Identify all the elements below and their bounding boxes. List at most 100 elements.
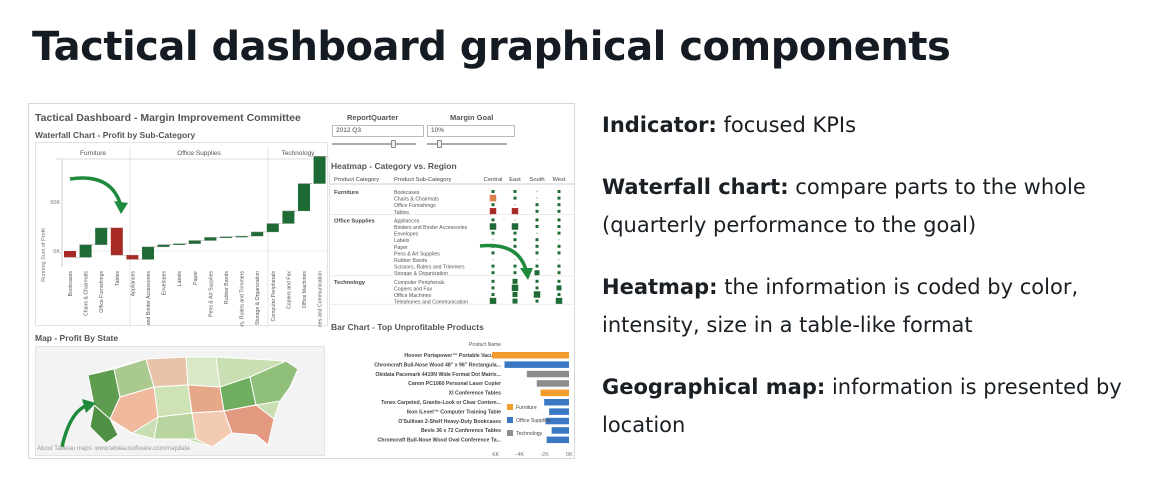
waterfall-category-label: Telephones and Communication: [318, 271, 324, 327]
waterfall-bar: [64, 251, 76, 258]
waterfall-category-label: Bookcases: [68, 271, 74, 297]
heatmap-cell: [491, 231, 495, 235]
term-waterfall: Waterfall chart:: [602, 175, 789, 199]
heatmap-cell: [558, 238, 560, 241]
heatmap-subcategory-label: Bookcases: [394, 190, 420, 196]
waterfall-bar: [266, 223, 279, 232]
heatmap-cell: [491, 190, 495, 193]
heatmap-cell: [556, 285, 562, 291]
waterfall-category-label: Paper: [193, 271, 199, 285]
heatmap-subcategory-label: Storage & Organization: [394, 271, 448, 277]
waterfall-category-label: Storage & Organization: [255, 271, 261, 325]
heatmap-cell: [511, 284, 519, 292]
bar-mark: [545, 417, 569, 425]
waterfall-bar: [95, 227, 108, 245]
heatmap-cell: [555, 297, 563, 305]
y-axis-label: Running Sum of Profit: [41, 228, 47, 282]
heatmap-col-category: Product Category: [334, 177, 379, 183]
heatmap-cell: [557, 264, 561, 268]
heatmap-cell: [535, 279, 539, 283]
waterfall-category-label: Copiers and Fax: [286, 271, 292, 309]
heatmap-cell: [557, 271, 561, 275]
legend-label: Technology: [516, 431, 543, 437]
bar-column-header: Product Name: [469, 342, 501, 348]
annotation-arrow-waterfall: [69, 176, 122, 204]
heatmap-cell: [492, 258, 494, 261]
quarter-slider-thumb[interactable]: [391, 140, 396, 148]
waterfall-category-label: Rubber Bands: [224, 271, 230, 305]
heatmap-cell: [536, 197, 538, 199]
waterfall-title: Waterfall Chart - Profit by Sub-Category: [35, 130, 196, 140]
heatmap-subcategory-label: Office Furnishings: [394, 203, 436, 209]
heatmap-cell: [514, 258, 516, 261]
waterfall-bar: [142, 246, 154, 260]
legend-label: Furniture: [516, 405, 537, 411]
waterfall-chart-panel: Furniture Office Supplies Technology Run…: [35, 142, 342, 345]
heatmap-subcategory-label: Office Machines: [394, 293, 432, 299]
heatmap-cell: [491, 218, 495, 222]
heatmap-cell: [492, 238, 494, 241]
heatmap-cell: [511, 223, 519, 230]
region-west: West: [552, 177, 565, 183]
margin-slider-track[interactable]: [427, 143, 507, 145]
dashboard-title: Tactical Dashboard - Margin Improvement …: [35, 112, 301, 124]
heatmap-cell: [535, 244, 539, 248]
heatmap-cell: [513, 196, 517, 200]
waterfall-bar: [110, 227, 123, 256]
heatmap-cell: [534, 270, 540, 276]
report-quarter-select[interactable]: 2012 Q3: [332, 125, 424, 137]
description-heatmap: Heatmap: the information is coded by col…: [602, 268, 1142, 344]
bar-product-label: Hoover Portapower™ Portable Vacuum: [404, 353, 501, 359]
text-heatmap: the information is coded by color, inten…: [602, 275, 1079, 337]
heatmap-cell: [514, 203, 516, 206]
waterfall-category-label: Office Machines: [302, 271, 308, 309]
heatmap-subcategory-label: Copiers and Fax: [394, 286, 432, 292]
filter-label-quarter: ReportQuarter: [347, 113, 399, 122]
waterfall-bar: [188, 240, 201, 244]
bar-product-label: Tenex Carpeted, Granite-Look or Clear Co…: [381, 400, 501, 406]
heatmap-panel: Product Category Product Sub-Category Ce…: [329, 172, 574, 320]
legend-label: Office Supplies: [516, 418, 551, 424]
heatmap-subcategory-label: Telephones and Communication: [394, 300, 468, 306]
heatmap-subcategory-label: Appliances: [394, 218, 420, 224]
heatmap-cell: [557, 190, 561, 193]
heatmap-cell: [491, 251, 495, 255]
waterfall-bar: [235, 236, 248, 238]
bar-mark: [536, 380, 569, 387]
heatmap-cell: [536, 190, 538, 193]
map-panel: [35, 346, 325, 456]
annotation-arrow-map: [60, 403, 89, 448]
heatmap-cell: [535, 286, 539, 290]
heatmap-subcategory-label: Tables: [394, 210, 409, 216]
heatmap-cell: [512, 298, 518, 304]
group-furniture: Furniture: [80, 150, 106, 157]
bar-product-label: Ikon iLevel™ Computer Training Table: [407, 409, 501, 415]
bar-product-label: Bevis 36 x 72 Conference Tables: [421, 428, 501, 434]
margin-slider-thumb[interactable]: [437, 140, 442, 148]
waterfall-bar: [126, 255, 139, 260]
region-central: Central: [484, 177, 503, 183]
quarter-slider-track[interactable]: [332, 143, 416, 145]
waterfall-bar: [79, 244, 92, 258]
region-south: South: [529, 177, 544, 183]
bar-product-label: XI Conference Tables: [449, 391, 501, 397]
waterfall-category-label: Office Furnishings: [99, 271, 105, 313]
bar-product-label: Canon PC1060 Personal Laser Copier: [408, 381, 501, 387]
waterfall-bar: [251, 231, 264, 237]
y-tick-50k: 50K: [50, 200, 60, 206]
waterfall-category-label: Appliances: [130, 271, 136, 297]
bar-mark: [526, 370, 569, 378]
bar-x-tick: -4K: [516, 452, 525, 458]
description-indicator: Indicator: focused KPIs: [602, 106, 1142, 144]
heatmap-cell: [535, 251, 539, 255]
heatmap-cell: [535, 209, 539, 213]
description-map: Geographical map: information is present…: [602, 368, 1142, 444]
margin-goal-input[interactable]: 10%: [427, 125, 515, 137]
waterfall-bar: [313, 156, 326, 184]
bar-x-tick: -2K: [540, 452, 549, 458]
y-tick-0k: 0K: [53, 249, 60, 255]
waterfall-bar: [204, 237, 217, 241]
text-waterfall: compare parts to the whole (quarterly pe…: [602, 175, 1086, 237]
heatmap-cell: [557, 196, 561, 200]
legend-swatch: [507, 430, 513, 436]
